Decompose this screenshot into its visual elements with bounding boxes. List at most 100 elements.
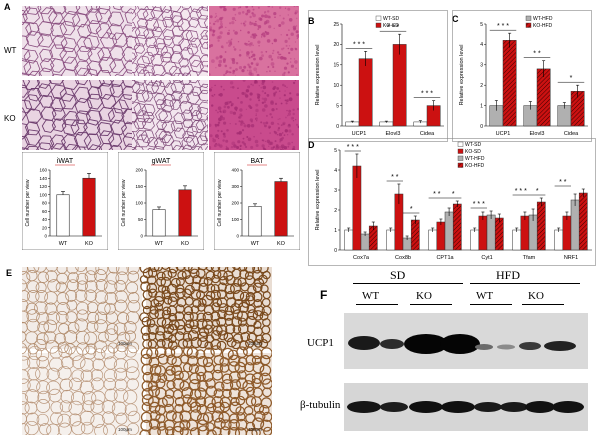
bar-ko-hfd-cox8b — [410, 219, 420, 251]
lane-label-wt-hfd: WT — [476, 290, 494, 302]
micrograph-bat-wt — [209, 6, 299, 76]
blot-band — [404, 334, 448, 354]
significance-stars: * — [410, 206, 413, 213]
bar-wt — [56, 194, 70, 237]
micrograph-iwat-wt — [22, 6, 132, 76]
bar-wt-sd-cpt1a — [428, 229, 438, 251]
legend-label: KO-HFD — [465, 163, 485, 169]
x-tick-label: WT — [155, 241, 164, 247]
y-tick-label: 150 — [135, 184, 143, 189]
chart-frame — [452, 10, 592, 142]
y-tick-label: 4 — [480, 42, 483, 48]
bar-ko-hfd-elovl3 — [536, 68, 551, 127]
significance-stars: * * * — [421, 91, 433, 98]
blot-band — [525, 401, 555, 413]
group-underline-hfd — [470, 283, 580, 284]
bar-ko-sd-cyt1 — [478, 215, 488, 251]
micrograph-gwat-ko — [132, 80, 208, 150]
significance-stars: * * — [533, 51, 541, 58]
x-tick-label: CPT1a — [436, 255, 454, 261]
x-tick-label: Cyt1 — [481, 255, 492, 261]
x-tick-label: KO — [85, 241, 94, 247]
significance-stars: * * * — [473, 201, 485, 208]
chart-frame — [308, 138, 596, 266]
x-tick-label: WT — [251, 241, 260, 247]
blot-band — [440, 334, 480, 354]
chart-frame — [308, 10, 448, 142]
bar-ko-hfd-ucp1 — [502, 40, 517, 127]
y-tick-label: 0 — [334, 248, 337, 254]
bat-granules — [209, 6, 299, 76]
bar-wt-sd-nrf1 — [554, 229, 564, 251]
y-tick-label: 100 — [231, 217, 239, 222]
chart-title: iWAT — [57, 158, 74, 165]
blot-band — [544, 341, 576, 351]
significance-stars: * — [452, 191, 455, 198]
adipocyte-mesh — [132, 6, 208, 76]
legend-swatch — [457, 155, 464, 161]
lane-underline — [470, 304, 512, 305]
y-tick-label: 40 — [42, 217, 48, 222]
legend-swatch — [457, 141, 464, 147]
western-blot-ucp1 — [344, 313, 588, 369]
x-tick-label: Elovl3 — [386, 131, 401, 137]
legend-swatch — [457, 162, 464, 168]
blot-band — [409, 401, 443, 413]
x-tick-label: KO — [181, 241, 190, 247]
blot-row-label-tubulin: β-tubulin — [300, 399, 341, 411]
y-tick-label: 20 — [42, 225, 48, 230]
panel-label-e: E — [6, 268, 13, 278]
x-tick-label: UCP1 — [496, 131, 511, 137]
legend-swatch — [525, 22, 532, 28]
chart-b: 0 5 10 15 20 25 Relative expression level UCP1 *… — [308, 10, 448, 142]
legend-label: WT-SD — [383, 16, 399, 22]
significance-stars: * * — [391, 174, 399, 181]
significance-stars: * — [570, 75, 573, 82]
scale-bar-label: 100μm — [248, 341, 262, 346]
y-tick-label: 2 — [334, 208, 337, 214]
x-tick-label: Elovl3 — [530, 131, 545, 137]
blot-band — [441, 401, 475, 413]
y-axis-label: Relative expression level — [459, 45, 465, 106]
y-tick-label: 5 — [334, 148, 337, 154]
y-tick-label: 25 — [333, 22, 339, 28]
blot-band — [347, 401, 381, 413]
y-axis-label: Cell number per view — [121, 179, 127, 226]
legend-label: KO-SD — [383, 23, 399, 29]
significance-stars: * * — [559, 179, 567, 186]
bar-ko — [82, 177, 96, 237]
bar-wt-hfd-nrf1 — [570, 199, 580, 251]
bar-ko-sd-cox7a — [352, 165, 362, 251]
legend-label: KO-HFD — [533, 23, 553, 29]
y-tick-label: 0 — [140, 234, 143, 239]
chart-title: gWAT — [152, 158, 171, 165]
chart-d: 0 1 2 3 4 5 Relative expression level Cox7a * * … — [308, 138, 596, 266]
blot-band — [348, 336, 380, 350]
y-axis-label: Relative expression level — [315, 45, 321, 106]
bar-ko-hfd-cyt1 — [494, 217, 504, 251]
bar-wt — [248, 205, 262, 237]
y-tick-label: 300 — [231, 184, 239, 189]
y-tick-label: 3 — [480, 63, 483, 69]
bat-granules — [209, 80, 299, 150]
y-tick-label: 140 — [39, 176, 47, 181]
lane-underline — [356, 304, 398, 305]
chart-a-iwat: iWAT 0 20 40 60 80 100 120 140 160 Cell number per… — [22, 152, 108, 250]
x-tick-label: WT — [59, 241, 68, 247]
bar-wt-hfd-cyt1 — [486, 214, 496, 251]
y-tick-label: 1 — [334, 228, 337, 234]
legend-label: WT-SD — [465, 142, 481, 148]
panel-label-b: B — [308, 16, 315, 26]
bar-ko-sd-cpt1a — [436, 221, 446, 251]
x-tick-label: NRF1 — [564, 255, 578, 261]
bar-ko-hfd-nrf1 — [578, 192, 588, 251]
y-tick-label: 100 — [39, 192, 47, 197]
y-tick-label: 5 — [480, 22, 483, 28]
y-tick-label: 5 — [336, 103, 339, 109]
micrograph-iwat-ko — [22, 80, 132, 150]
bar-wt-sd-tfam — [512, 229, 522, 251]
adipocyte-mesh — [22, 6, 132, 76]
row-label-wt: WT — [4, 46, 17, 55]
legend-label: KO-SD — [465, 149, 481, 155]
lane-label-ko-sd: KO — [416, 290, 432, 302]
